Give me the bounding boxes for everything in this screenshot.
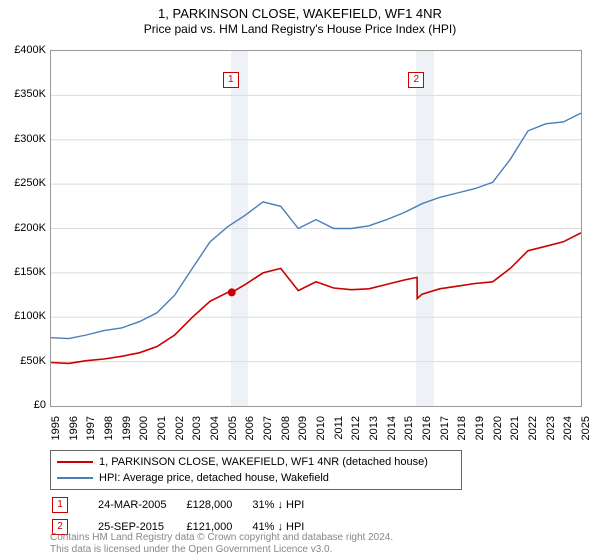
x-axis-label: 2022 bbox=[527, 416, 539, 446]
x-axis-label: 2020 bbox=[492, 416, 504, 446]
legend-item: 1, PARKINSON CLOSE, WAKEFIELD, WF1 4NR (… bbox=[57, 454, 455, 470]
y-axis-label: £300K bbox=[14, 133, 46, 145]
x-axis-label: 2007 bbox=[262, 416, 274, 446]
x-axis-label: 2003 bbox=[191, 416, 203, 446]
legend-item: HPI: Average price, detached house, Wake… bbox=[57, 470, 455, 486]
legend-label: 1, PARKINSON CLOSE, WAKEFIELD, WF1 4NR (… bbox=[99, 454, 428, 470]
sale-flag: 2 bbox=[408, 72, 424, 88]
x-axis-label: 2024 bbox=[562, 416, 574, 446]
chart-area bbox=[50, 50, 582, 407]
marker-date: 24-MAR-2005 bbox=[98, 495, 184, 515]
x-axis-label: 1997 bbox=[85, 416, 97, 446]
marker-price: £128,000 bbox=[186, 495, 250, 515]
x-axis-label: 2016 bbox=[421, 416, 433, 446]
x-axis-label: 2004 bbox=[209, 416, 221, 446]
y-axis-label: £400K bbox=[14, 44, 46, 56]
x-axis-label: 1998 bbox=[103, 416, 115, 446]
y-axis-label: £50K bbox=[20, 355, 46, 367]
page-title: 1, PARKINSON CLOSE, WAKEFIELD, WF1 4NR bbox=[0, 0, 600, 21]
legend-label: HPI: Average price, detached house, Wake… bbox=[99, 470, 329, 486]
x-axis-label: 2012 bbox=[350, 416, 362, 446]
marker-box: 1 bbox=[52, 497, 68, 513]
x-axis-label: 2001 bbox=[156, 416, 168, 446]
footer-line: Contains HM Land Registry data © Crown c… bbox=[50, 532, 393, 544]
x-axis-label: 1999 bbox=[121, 416, 133, 446]
y-axis-label: £250K bbox=[14, 177, 46, 189]
y-axis-label: £200K bbox=[14, 222, 46, 234]
x-axis-label: 2006 bbox=[244, 416, 256, 446]
x-axis-label: 2013 bbox=[368, 416, 380, 446]
x-axis-label: 2009 bbox=[297, 416, 309, 446]
y-axis-label: £100K bbox=[14, 310, 46, 322]
legend: 1, PARKINSON CLOSE, WAKEFIELD, WF1 4NR (… bbox=[50, 450, 462, 490]
footer: Contains HM Land Registry data © Crown c… bbox=[50, 532, 393, 556]
table-row: 1 24-MAR-2005 £128,000 31% ↓ HPI bbox=[52, 495, 322, 515]
x-axis-label: 2015 bbox=[403, 416, 415, 446]
x-axis-label: 2023 bbox=[545, 416, 557, 446]
marker-delta: 31% ↓ HPI bbox=[252, 495, 322, 515]
x-axis-label: 2008 bbox=[280, 416, 292, 446]
page-subtitle: Price paid vs. HM Land Registry's House … bbox=[0, 21, 600, 36]
sale-flag: 1 bbox=[223, 72, 239, 88]
x-axis-label: 2021 bbox=[509, 416, 521, 446]
footer-line: This data is licensed under the Open Gov… bbox=[50, 544, 393, 556]
x-axis-label: 2025 bbox=[580, 416, 592, 446]
x-axis-label: 2018 bbox=[456, 416, 468, 446]
x-axis-label: 2010 bbox=[315, 416, 327, 446]
x-axis-label: 1996 bbox=[68, 416, 80, 446]
x-axis-label: 2017 bbox=[439, 416, 451, 446]
x-axis-label: 2005 bbox=[227, 416, 239, 446]
x-axis-label: 2014 bbox=[386, 416, 398, 446]
x-axis-label: 2000 bbox=[138, 416, 150, 446]
x-axis-label: 2002 bbox=[174, 416, 186, 446]
x-axis-label: 1995 bbox=[50, 416, 62, 446]
y-axis-label: £350K bbox=[14, 88, 46, 100]
x-axis-label: 2011 bbox=[333, 416, 345, 446]
y-axis-label: £150K bbox=[14, 266, 46, 278]
x-axis-label: 2019 bbox=[474, 416, 486, 446]
y-axis-label: £0 bbox=[34, 399, 46, 411]
